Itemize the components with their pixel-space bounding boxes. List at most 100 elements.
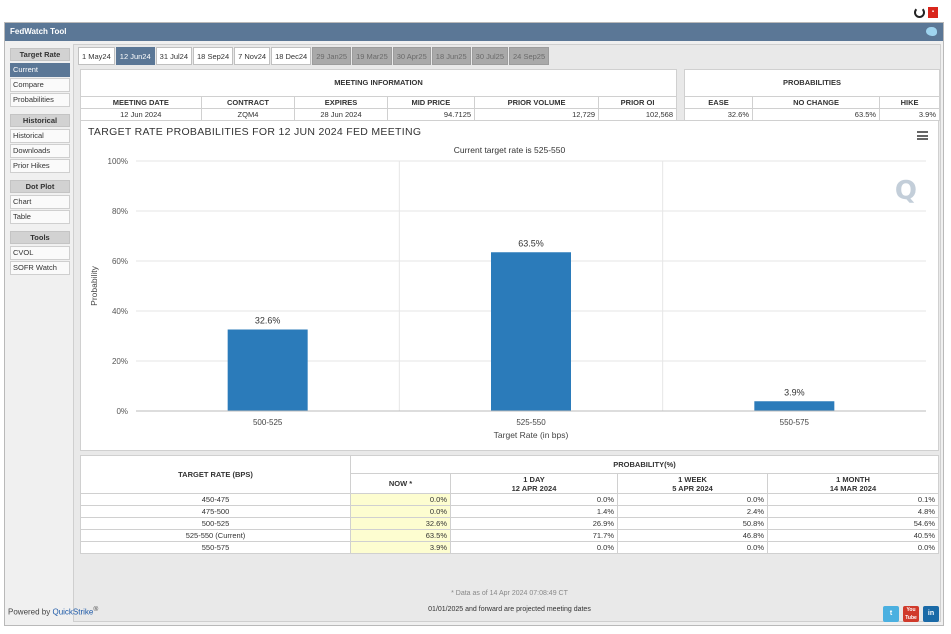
- cell-target-rate: 500-525: [80, 517, 351, 530]
- table-row: 475-500 0.0% 1.4% 2.4% 4.8%: [80, 505, 939, 518]
- value-meeting-date: 12 Jun 2024: [80, 108, 202, 121]
- tab-30-apr25[interactable]: 30 Apr25: [392, 47, 431, 65]
- meeting-info-caption: MEETING INFORMATION: [80, 69, 677, 97]
- sidebar: Target Rate Current Compare Probabilities Hi…: [10, 48, 70, 276]
- registered-mark: ®: [93, 606, 99, 613]
- y-axis-label: Probability: [89, 265, 99, 305]
- cell-target-rate: 550-575: [80, 541, 351, 554]
- cell-now: 63.5%: [350, 529, 451, 542]
- cell-1-week: 46.8%: [617, 529, 768, 542]
- quikstrike-link[interactable]: QuickStrike: [52, 607, 94, 617]
- cell-target-rate: 450-475: [80, 493, 351, 506]
- sidebar-item-compare[interactable]: Compare: [10, 78, 70, 92]
- tab-18-sep24[interactable]: 18 Sep24: [193, 47, 234, 65]
- cell-1-day: 0.0%: [450, 493, 618, 506]
- header-no-change: NO CHANGE: [751, 96, 881, 109]
- value-mid-price: 94.7125: [386, 108, 476, 121]
- sidebar-item-probabilities[interactable]: Probabilities: [10, 93, 70, 107]
- col-1-week: 1 WEEK 5 APR 2024: [617, 473, 768, 494]
- bar: [227, 329, 308, 411]
- sidebar-item-downloads[interactable]: Downloads: [10, 144, 70, 158]
- cell-1-week: 2.4%: [617, 505, 768, 518]
- x-tick-label: 550-575: [780, 418, 810, 427]
- header-contract: CONTRACT: [200, 96, 296, 109]
- tab-7-nov24[interactable]: 7 Nov24: [234, 47, 271, 65]
- sidebar-heading-historical: Historical: [10, 114, 70, 127]
- cell-now: 3.9%: [350, 541, 451, 554]
- cell-1-month: 54.6%: [767, 517, 939, 530]
- meeting-tabs: 1 May24 12 Jun24 31 Jul24 18 Sep24 7 Nov24 18…: [78, 47, 550, 65]
- header-prior-volume: PRIOR VOLUME: [474, 96, 600, 109]
- sidebar-item-cvol[interactable]: CVOL: [10, 246, 70, 260]
- top-icons: ▪: [914, 7, 938, 19]
- y-tick-label: 80%: [112, 207, 128, 216]
- sidebar-heading-tools: Tools: [10, 231, 70, 244]
- col-now: NOW *: [350, 473, 451, 494]
- y-tick-label: 0%: [116, 407, 128, 416]
- chart-menu-icon[interactable]: [917, 131, 928, 140]
- tab-30-jul25[interactable]: 30 Jul25: [471, 47, 509, 65]
- cell-1-week: 0.0%: [617, 541, 768, 554]
- x-tick-label: 525-550: [516, 418, 546, 427]
- cell-1-month: 0.1%: [767, 493, 939, 506]
- main-content: 1 May24 12 Jun24 31 Jul24 18 Sep24 7 Nov24 18…: [73, 44, 941, 622]
- sidebar-item-current[interactable]: Current: [10, 63, 70, 77]
- tab-31-jul24[interactable]: 31 Jul24: [155, 47, 193, 65]
- header-ease: EASE: [684, 96, 753, 109]
- tab-24-sep25[interactable]: 24 Sep25: [509, 47, 550, 65]
- fedwatch-window: FedWatch Tool Target Rate Current Compare P…: [4, 22, 944, 626]
- tab-18-dec24[interactable]: 18 Dec24: [271, 47, 312, 65]
- col-probability: PROBABILITY(%): [350, 455, 939, 474]
- cell-target-rate: 525-550 (Current): [80, 529, 351, 542]
- twitter-share-icon[interactable]: t: [883, 606, 899, 622]
- sidebar-heading-target-rate: Target Rate: [10, 48, 70, 61]
- footer: Powered by QuickStrike®: [8, 606, 98, 617]
- twitter-icon[interactable]: [926, 27, 937, 36]
- sidebar-item-table[interactable]: Table: [10, 210, 70, 224]
- value-hike: 3.9%: [879, 108, 940, 121]
- bar-value-label: 63.5%: [518, 238, 544, 248]
- refresh-icon[interactable]: [914, 7, 925, 18]
- value-prior-oi: 102,568: [598, 108, 677, 121]
- cell-1-day: 1.4%: [450, 505, 618, 518]
- header-prior-oi: PRIOR OI: [598, 96, 677, 109]
- youtube-icon[interactable]: You Tube: [903, 606, 919, 622]
- cell-now: 0.0%: [350, 493, 451, 506]
- y-tick-label: 100%: [108, 157, 128, 166]
- cell-1-day: 26.9%: [450, 517, 618, 530]
- table-row: 525-550 (Current) 63.5% 71.7% 46.8% 40.5%: [80, 529, 939, 542]
- chart-title: TARGET RATE PROBABILITIES FOR 12 JUN 202…: [88, 126, 422, 138]
- tab-1-may24[interactable]: 1 May24: [78, 47, 115, 65]
- sidebar-item-chart[interactable]: Chart: [10, 195, 70, 209]
- value-no-change: 63.5%: [751, 108, 881, 121]
- table-row: 550-575 3.9% 0.0% 0.0% 0.0%: [80, 541, 939, 554]
- header-meeting-date: MEETING DATE: [80, 96, 202, 109]
- col-1-month: 1 MONTH 14 MAR 2024: [767, 473, 939, 494]
- value-prior-volume: 12,729: [474, 108, 600, 121]
- quikstrike-logo: Q: [894, 176, 917, 206]
- cell-now: 32.6%: [350, 517, 451, 530]
- title-bar: FedWatch Tool: [5, 23, 943, 41]
- value-expires: 28 Jun 2024: [294, 108, 388, 121]
- cell-1-month: 4.8%: [767, 505, 939, 518]
- tab-29-jan25[interactable]: 29 Jan25: [312, 47, 352, 65]
- tab-19-mar25[interactable]: 19 Mar25: [352, 47, 392, 65]
- y-tick-label: 40%: [112, 307, 128, 316]
- pdf-icon[interactable]: ▪: [928, 7, 938, 18]
- sidebar-item-sofr-watch[interactable]: SOFR Watch: [10, 261, 70, 275]
- bar-value-label: 3.9%: [784, 387, 805, 397]
- header-expires: EXPIRES: [294, 96, 388, 109]
- sidebar-item-historical[interactable]: Historical: [10, 129, 70, 143]
- meeting-information-panel: MEETING INFORMATION MEETING DATE CONTRACT…: [80, 69, 677, 121]
- header-mid-price: MID PRICE: [386, 96, 476, 109]
- linkedin-icon[interactable]: in: [923, 606, 939, 622]
- app-title: FedWatch Tool: [10, 27, 67, 36]
- x-tick-label: 500-525: [253, 418, 283, 427]
- sidebar-item-prior-hikes[interactable]: Prior Hikes: [10, 159, 70, 173]
- chart-subtitle: Current target rate is 525-550: [453, 145, 566, 155]
- chart-panel: TARGET RATE PROBABILITIES FOR 12 JUN 202…: [80, 120, 939, 451]
- tab-18-jun25[interactable]: 18 Jun25: [431, 47, 471, 65]
- tab-12-jun24[interactable]: 12 Jun24: [115, 47, 155, 65]
- y-tick-label: 60%: [112, 257, 128, 266]
- bar: [491, 252, 571, 411]
